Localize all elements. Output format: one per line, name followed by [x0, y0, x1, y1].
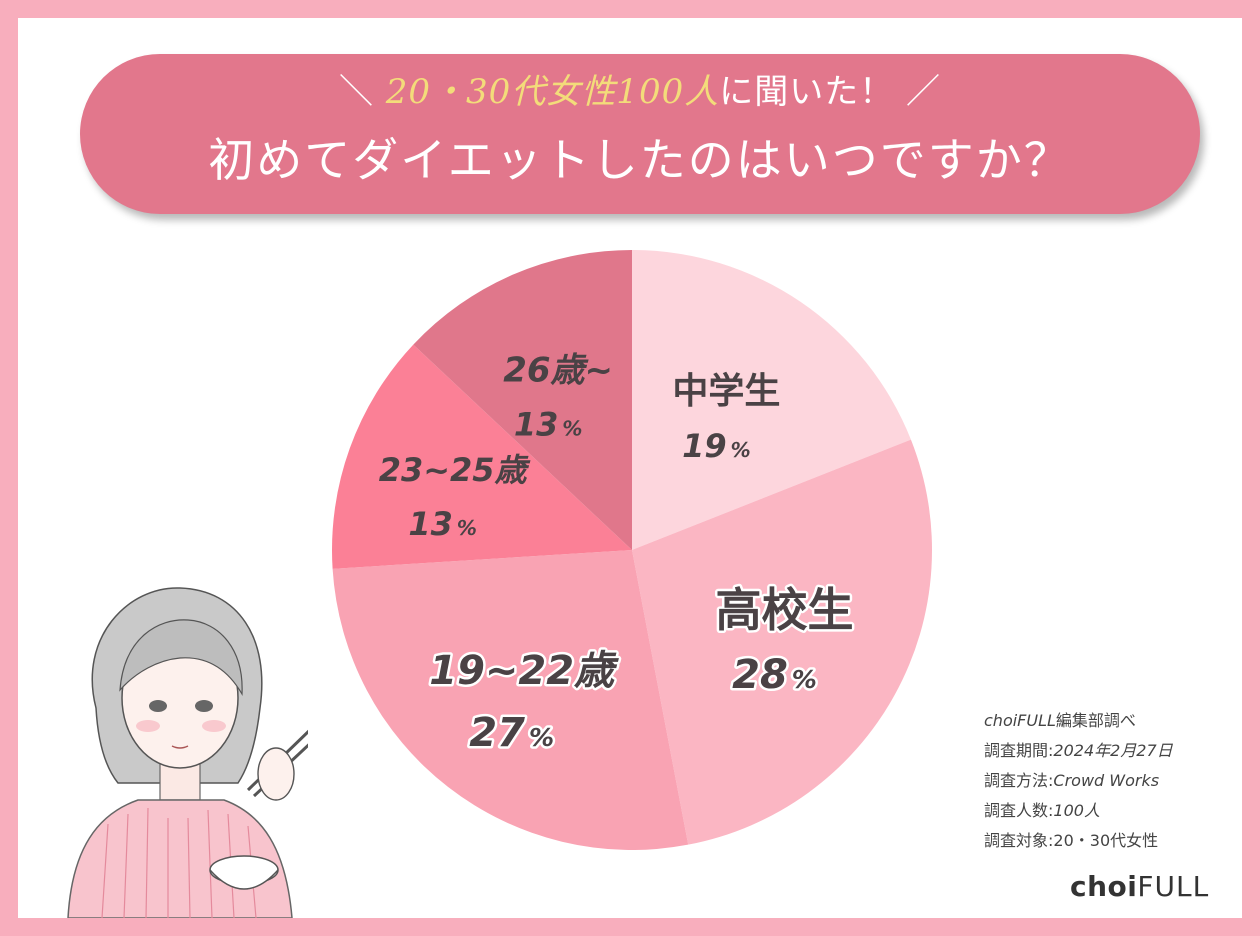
subtitle-prefix: ＼ [338, 72, 374, 112]
credit-method: 調査方法:Crowd Works [984, 766, 1173, 796]
slice-label-value-age-26-plus: 13% [514, 405, 583, 443]
pie-slice-age-23-25 [332, 344, 632, 569]
slice-label-category-age-19-22: 19~22歳 [429, 648, 619, 694]
credit-count-label: 調査人数: [984, 801, 1054, 820]
slice-label-category-junior-high: 中学生 [672, 370, 780, 412]
subtitle-suffix: ／ [906, 72, 942, 112]
pie-slice-age-26-plus [413, 250, 632, 550]
subtitle-rest: に聞いた！ [719, 72, 895, 112]
slice-label-category-age-26-plus: 26歳~ [503, 350, 613, 390]
credit-method-value: Crowd Works [1053, 771, 1160, 790]
credit-source-text: 編集部調べ [1055, 711, 1136, 730]
credit-target-value: 20・30代女性 [1053, 831, 1159, 850]
pie-slice-junior-high [632, 250, 911, 550]
pie-slice-age-19-22 [332, 550, 689, 850]
slice-label-value-junior-high: 19% [682, 427, 751, 465]
credit-period: 調査期間:2024年2月27日 [984, 736, 1173, 766]
credit-target: 調査対象:20・30代女性 [984, 826, 1173, 856]
subtitle-highlight: 20・30代女性100人 [385, 72, 720, 112]
credit-brand: choiFULL [984, 711, 1056, 730]
title-banner: ＼ 20・30代女性100人に聞いた！ ／ 初めてダイエットしたのはいつですか？ [80, 54, 1200, 214]
slice-label-value-age-19-22: 27% [469, 710, 554, 756]
credit-target-label: 調査対象: [984, 831, 1054, 850]
pie-labels: 中学生 19 % 高校生 28 % 19~22歳 27 % 23~25歳 13 % 26歳~ 13% [379, 350, 856, 758]
page-title: 初めてダイエットしたのはいつですか？ [208, 133, 1072, 187]
slice-label-value-age-23-25: 13% [408, 505, 477, 543]
woman-eating-illustration [67, 587, 308, 918]
infographic-canvas: ＼ 20・30代女性100人に聞いた！ ／ 初めてダイエットしたのはいつですか？… [18, 18, 1242, 918]
credit-source: choiFULL編集部調べ [984, 706, 1173, 736]
brand-logo: choiFULL [1070, 870, 1209, 903]
slice-label-category-age-23-25: 23~25歳 [379, 451, 531, 489]
slice-label-category-high-school: 高校生 [715, 583, 853, 637]
slice-label-value-high-school: 28% [732, 652, 817, 698]
pie-chart: 中学生 19 % 高校生 28 % 19~22歳 27 % 23~25歳 13 % 26歳~ 13% [332, 250, 932, 850]
pie-slice-high-school [632, 439, 932, 845]
credit-count-value: 100人 [1053, 801, 1100, 820]
credit-period-value: 2024年2月27日 [1053, 741, 1173, 760]
survey-subtitle: ＼ 20・30代女性100人に聞いた！ ／ [80, 70, 1200, 114]
logo-part-full: FULL [1137, 870, 1210, 903]
pie-slices [332, 250, 932, 850]
credit-method-label: 調査方法: [984, 771, 1054, 790]
credit-period-label: 調査期間: [984, 741, 1054, 760]
survey-credits: choiFULL編集部調べ 調査期間:2024年2月27日 調査方法:Crowd… [984, 706, 1173, 856]
credit-count: 調査人数:100人 [984, 796, 1173, 826]
logo-part-choi: choi [1070, 870, 1138, 903]
